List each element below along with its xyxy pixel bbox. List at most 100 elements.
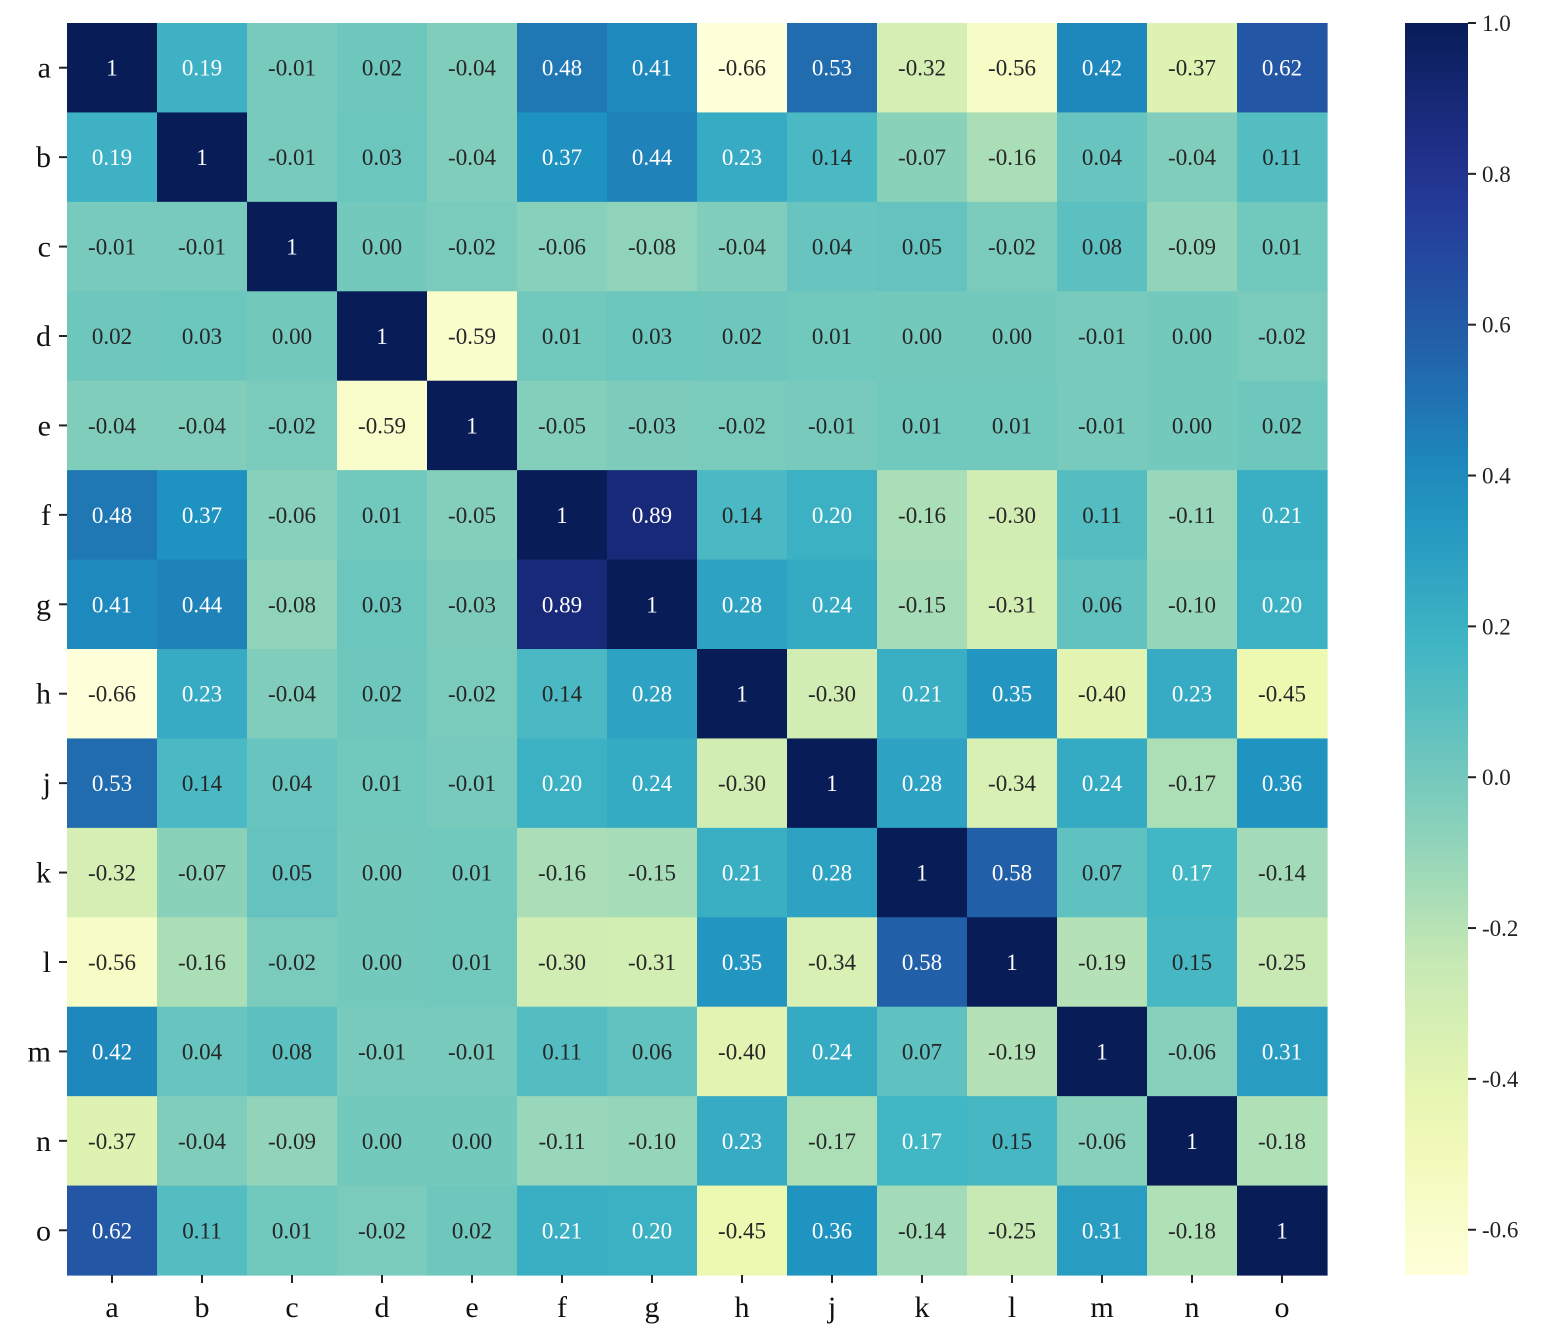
y-tick-label: k: [36, 857, 51, 890]
cell-value-label: 0.01: [902, 413, 942, 438]
heatmap-cell: [697, 380, 788, 471]
cell-value-label: 0.02: [452, 1218, 492, 1243]
heatmap-cell: [1147, 380, 1238, 471]
cell-value-label: 0.00: [992, 324, 1032, 349]
heatmap-cell: [697, 827, 788, 918]
x-tick-label: c: [285, 1291, 298, 1324]
heatmap-cell: [967, 738, 1058, 829]
cell-value-label: 0.11: [1262, 145, 1301, 170]
cell-value-label: -0.01: [808, 413, 856, 438]
colorbar: [1405, 23, 1468, 1275]
cell-value-label: 0.02: [362, 682, 402, 707]
cell-value-label: -0.02: [358, 1218, 406, 1243]
heatmap-cell: [1057, 1185, 1148, 1276]
cell-value-label: 0.89: [632, 503, 672, 528]
cell-value-label: -0.01: [178, 235, 226, 260]
cell-value-label: 1: [646, 592, 658, 617]
heatmap-cell: [517, 1006, 608, 1097]
cell-value-label: 0.31: [1262, 1039, 1302, 1064]
cell-value-label: 0.08: [272, 1039, 312, 1064]
cell-value-label: 0.06: [1082, 592, 1122, 617]
cell-value-label: -0.45: [718, 1218, 766, 1243]
y-tick-label: n: [36, 1125, 51, 1158]
heatmap-cell: [67, 649, 158, 740]
cell-value-label: 0.44: [182, 592, 223, 617]
heatmap-cell-labels: 1 0.19 -0.01 0.02 -0.04 0.48 0.41 -0.66 0.53 -0.3…: [88, 56, 1306, 1244]
heatmap-cell: [1237, 917, 1328, 1008]
x-tick-label: n: [1185, 1291, 1200, 1324]
heatmap-cell: [67, 917, 158, 1008]
heatmap-cell: [607, 738, 698, 829]
cell-value-label: -0.02: [448, 682, 496, 707]
heatmap-cell: [517, 380, 608, 471]
cell-value-label: 0.14: [812, 145, 853, 170]
cell-value-label: -0.16: [898, 503, 946, 528]
heatmap-cell: [337, 559, 428, 650]
cell-value-label: -0.02: [1258, 324, 1306, 349]
cell-value-label: 0.62: [1262, 56, 1302, 81]
cell-value-label: 0.00: [362, 950, 402, 975]
cell-value-label: -0.66: [718, 56, 766, 81]
cell-value-label: 1: [106, 56, 118, 81]
heatmap-cell: [787, 291, 878, 382]
cell-value-label: -0.01: [448, 771, 496, 796]
heatmap-cell: [1237, 201, 1328, 292]
heatmap-cell: [67, 380, 158, 471]
cell-value-label: 0.19: [182, 56, 222, 81]
heatmap-cell: [157, 112, 248, 203]
cell-value-label: 0.21: [722, 861, 762, 886]
y-tick-label: o: [36, 1214, 51, 1247]
y-tick-label: f: [41, 499, 51, 532]
heatmap-cell: [517, 1096, 608, 1187]
heatmap-cell: [877, 1006, 968, 1097]
heatmap-cell: [967, 827, 1058, 918]
cell-value-label: 0.00: [362, 1129, 402, 1154]
cell-value-label: 0.11: [542, 1039, 581, 1064]
heatmap-cell: [157, 1006, 248, 1097]
heatmap-cell: [247, 827, 338, 918]
cell-value-label: -0.10: [628, 1129, 676, 1154]
cell-value-label: 0.00: [362, 861, 402, 886]
heatmap-cell: [967, 559, 1058, 650]
heatmap-cell: [1147, 1006, 1238, 1097]
heatmap-cell: [247, 23, 338, 114]
cell-value-label: 0.42: [92, 1039, 132, 1064]
heatmap-cell: [787, 1185, 878, 1276]
heatmap-cell: [157, 23, 248, 114]
cell-value-label: 0.06: [632, 1039, 672, 1064]
heatmap-cell: [157, 291, 248, 382]
heatmap-cell: [1147, 201, 1238, 292]
cell-value-label: 1: [196, 145, 208, 170]
cell-value-label: 0.14: [542, 682, 583, 707]
heatmap-cell: [967, 112, 1058, 203]
cell-value-label: -0.03: [628, 413, 676, 438]
heatmap-cell: [877, 1185, 968, 1276]
cell-value-label: 0.23: [182, 682, 222, 707]
colorbar-tick-label: 0.8: [1482, 162, 1511, 187]
cell-value-label: 0.20: [1262, 592, 1302, 617]
heatmap-cell: [1237, 827, 1328, 918]
heatmap-cell: [247, 559, 338, 650]
cell-value-label: 0.17: [1172, 861, 1212, 886]
heatmap-cell: [967, 201, 1058, 292]
cell-value-label: -0.04: [268, 682, 316, 707]
cell-value-label: -0.01: [1078, 413, 1126, 438]
y-tick-label: l: [43, 946, 51, 979]
cell-value-label: -0.59: [358, 413, 406, 438]
cell-value-label: 0.03: [182, 324, 222, 349]
heatmap-cell: [877, 112, 968, 203]
heatmap-cell: [967, 1096, 1058, 1187]
heatmap-cell: [427, 1185, 518, 1276]
cell-value-label: -0.03: [448, 592, 496, 617]
y-tick-label: m: [28, 1035, 51, 1068]
heatmap-cell: [877, 649, 968, 740]
cell-value-label: -0.04: [448, 145, 496, 170]
heatmap-cell: [337, 23, 428, 114]
cell-value-label: -0.59: [448, 324, 496, 349]
cell-value-label: 0.04: [1082, 145, 1123, 170]
y-tick-label: h: [36, 678, 51, 711]
cell-value-label: 0.28: [632, 682, 672, 707]
cell-value-label: -0.04: [178, 1129, 226, 1154]
cell-value-label: 0.23: [722, 1129, 762, 1154]
